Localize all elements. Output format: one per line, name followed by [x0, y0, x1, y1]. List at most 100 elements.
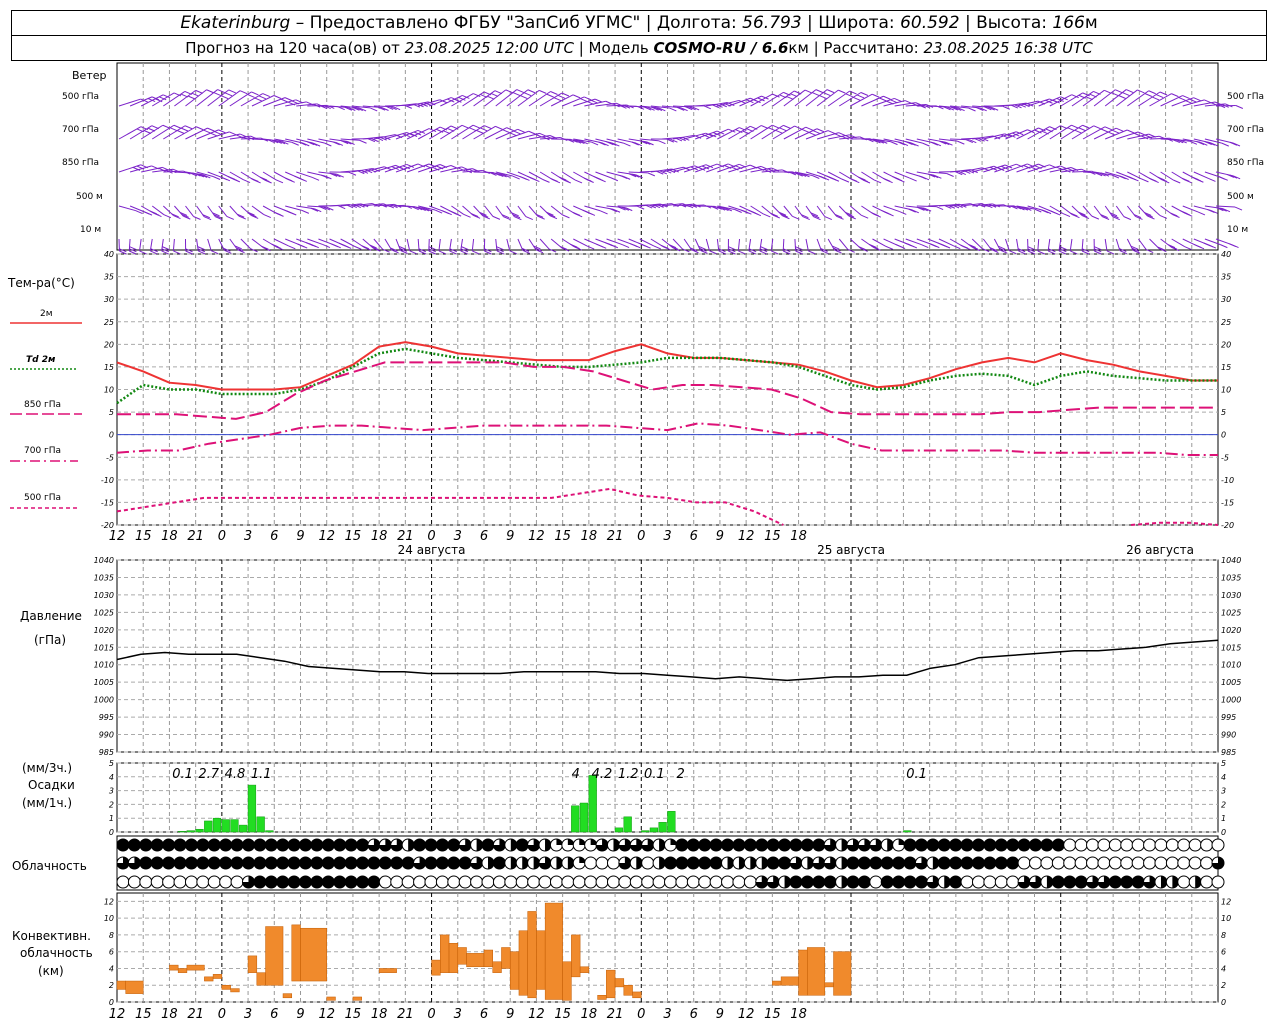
cloud-symbol: [994, 875, 1008, 889]
wind-barb-shaft: [783, 205, 793, 217]
wind-barb-flag: [495, 125, 503, 130]
temp-ytick-left: 35: [104, 273, 114, 282]
wind-barb-flag: [700, 249, 708, 254]
wind-barb-shaft: [916, 205, 937, 208]
wind-barb-flag: [263, 214, 271, 219]
wind-barb-shaft: [1215, 205, 1236, 208]
conv-cloud-bar: [466, 953, 485, 968]
cloud-symbol: [1086, 838, 1100, 852]
wind-barb-flag: [547, 213, 556, 218]
header-line-1: Ekaterinburg – Предоставлено ФГБУ "ЗапСи…: [11, 10, 1267, 36]
wind-barb-flag: [239, 90, 248, 95]
cloud-symbol: [1097, 856, 1111, 870]
wind-barb-flag: [833, 247, 841, 252]
wind-barb-flag: [1178, 97, 1186, 101]
cloud-symbol-fill: [413, 857, 426, 870]
cloud-symbol-fill: [556, 839, 563, 845]
wind-barb-flag: [310, 207, 319, 212]
wind-barb-flag: [400, 250, 408, 254]
wind-barb-flag: [946, 106, 955, 111]
wind-barb-flag: [482, 215, 491, 220]
wind-barb-shaft: [684, 204, 705, 207]
cloud-symbol: [435, 875, 449, 889]
precip-bar: [579, 802, 589, 833]
wind-barb-flag: [834, 214, 843, 218]
wind-barb-flag: [709, 250, 717, 255]
wind-barb-shaft: [440, 124, 463, 140]
wind-barb-flag: [1062, 213, 1071, 218]
temp-ytick-right: 40: [1221, 250, 1231, 259]
wind-barb-flag: [1189, 140, 1198, 145]
wind-barb-flag: [197, 248, 206, 253]
wind-barb-flag: [630, 243, 638, 248]
wind-barb-flag: [728, 246, 736, 251]
wind-barb-flag: [811, 92, 820, 97]
wind-barb-flag: [249, 213, 257, 218]
cloud-symbol: [606, 875, 620, 889]
cloud-symbol: [173, 838, 187, 852]
x-tick-label-bottom: 3: [663, 1007, 671, 1022]
wind-barb-flag: [1152, 96, 1160, 101]
x-tick-label-bottom: 12: [738, 1007, 755, 1022]
wind-barb-flag: [942, 141, 950, 146]
wind-barb-flag: [841, 135, 849, 140]
conv-cloud-bar: [571, 934, 581, 978]
cloud-symbol-fill: [579, 839, 586, 845]
wind-barb-flag: [193, 216, 201, 220]
wind-barb-flag: [129, 246, 137, 251]
cloud-symbol-fill: [590, 839, 597, 845]
wind-barb-flag: [783, 124, 791, 129]
cloud-symbol: [1051, 856, 1065, 870]
cloud-symbol-fill: [847, 839, 859, 851]
wind-barb-flag: [664, 169, 672, 174]
cloud-symbol-fill: [869, 839, 882, 852]
cloud-symbol-fill: [761, 857, 768, 869]
wind-barb-flag: [347, 141, 355, 146]
wind-barb-flag: [196, 126, 204, 131]
wind-barb-shaft: [1115, 205, 1125, 217]
cloud-symbol: [823, 875, 837, 889]
wind-barb-flag: [207, 127, 215, 132]
wind-barb-shaft: [705, 238, 710, 251]
conv-ytick-left: 4: [109, 964, 114, 973]
cloud-symbol: [447, 875, 461, 889]
cloud-symbol: [698, 838, 712, 852]
wind-barb-flag: [291, 141, 299, 146]
cloud-symbol: [1097, 838, 1111, 852]
wind-barb-shaft: [296, 171, 313, 178]
conv-cloud-bar: [247, 955, 258, 973]
precip-bar: [614, 827, 624, 833]
wind-barb-flag: [261, 245, 269, 250]
wind-barb-flag: [612, 208, 621, 213]
wind-barb-flag: [691, 249, 699, 254]
cloud-symbol: [971, 856, 985, 870]
temp-ytick-right: 30: [1221, 295, 1231, 304]
conv-cloud-bar: [291, 924, 301, 982]
x-tick-label-bottom: 3: [454, 1007, 462, 1022]
wind-barb-shaft: [1060, 168, 1082, 173]
wind-barb-flag: [795, 246, 803, 251]
cloud-symbol-fill: [789, 857, 802, 870]
cloud-symbol: [150, 875, 164, 889]
wind-barb-shaft: [462, 170, 483, 173]
wind-barb-shaft: [750, 93, 773, 107]
wind-barb-flag: [526, 175, 535, 180]
cloud-symbol-fill: [1046, 876, 1053, 888]
wind-barb-shaft: [129, 165, 152, 173]
wind-barb-shaft: [1149, 205, 1161, 216]
wind-barb-shaft: [362, 166, 385, 173]
cloud-symbol: [276, 838, 290, 852]
wind-barb-flag: [783, 248, 791, 253]
wind-barb-flag: [538, 89, 547, 94]
wind-barb-flag: [1184, 246, 1192, 251]
wind-barb-flag: [389, 106, 397, 110]
wind-barb-flag: [161, 248, 170, 253]
wind-barb-flag: [418, 248, 427, 253]
wind-barb-flag: [1081, 250, 1090, 255]
x-tick-label: 12: [318, 529, 335, 544]
wind-barb-flag: [638, 242, 646, 247]
day-label: 25 августа: [817, 543, 885, 557]
wind-barb-flag: [1122, 92, 1130, 96]
wind-barb-flag: [1125, 175, 1134, 180]
wind-barb-shaft: [894, 171, 910, 179]
